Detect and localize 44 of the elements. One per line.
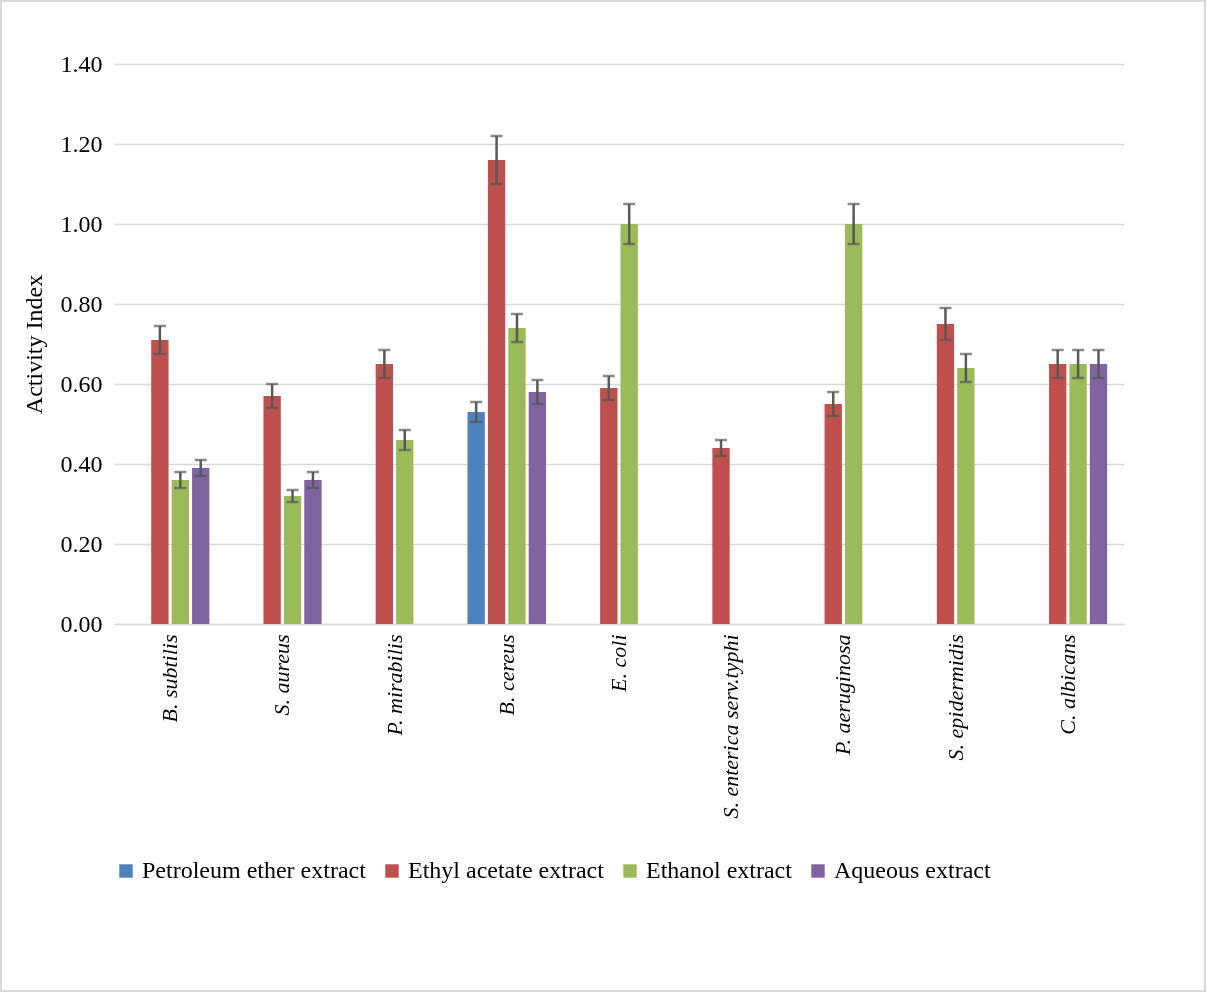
bar (936, 324, 955, 624)
bar (192, 468, 210, 624)
bar (824, 404, 842, 624)
x-tick-label: P. mirabilis (381, 634, 407, 737)
y-tick-label: 0.20 (60, 530, 103, 557)
y-tick-label: 0.60 (60, 370, 103, 397)
bar (487, 160, 506, 624)
bar (283, 496, 302, 624)
legend-label: Aqueous extract (834, 857, 991, 883)
x-tick-label: C. albicans (1054, 634, 1080, 735)
bar (508, 328, 526, 624)
bar (1089, 364, 1108, 624)
bar (1069, 364, 1087, 624)
x-tick-label: S. aureus (269, 634, 295, 716)
x-tick-label: B. cereus (493, 634, 519, 716)
y-axis-title: Activity Index (20, 274, 47, 415)
x-tick-label: B. subtilis (157, 634, 183, 723)
x-tick-label: P. aeruginosa (830, 634, 856, 757)
bar (957, 368, 975, 624)
y-tick-label: 0.00 (60, 610, 103, 637)
y-tick-label: 1.00 (60, 210, 103, 237)
bar (263, 396, 281, 624)
bar (171, 480, 189, 624)
bar (844, 224, 863, 624)
bar (1049, 364, 1067, 624)
y-tick-label: 1.40 (60, 50, 103, 77)
bar (620, 224, 638, 624)
y-tick-label: 0.40 (60, 450, 103, 477)
y-tick-label: 1.20 (60, 130, 103, 157)
legend-label: Ethyl acetate extract (408, 857, 605, 883)
x-tick-label: S. epidermidis (942, 634, 968, 761)
bar (396, 440, 414, 624)
y-tick-label: 0.80 (60, 290, 103, 317)
x-tick-label: S. enterica serv.typhi (718, 634, 744, 819)
bar (712, 448, 730, 624)
bar (467, 412, 485, 624)
bar (151, 340, 169, 624)
legend-label: Ethanol extract (646, 857, 793, 883)
legend-label: Petroleum ether extract (142, 857, 367, 883)
x-tick-label: E. coli (606, 634, 631, 693)
bar (304, 480, 322, 624)
bar (600, 388, 618, 624)
bar (528, 392, 547, 624)
bar (375, 364, 394, 624)
